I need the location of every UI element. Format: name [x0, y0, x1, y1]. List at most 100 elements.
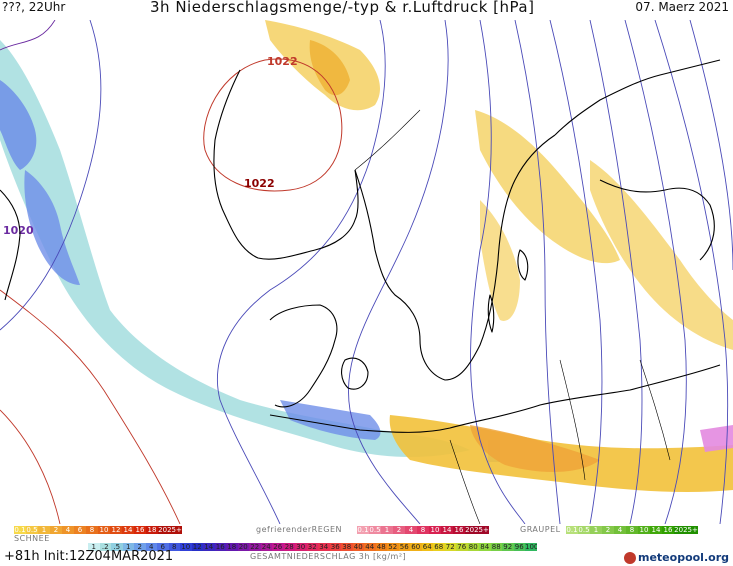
legend-cell: 1 [38, 526, 50, 534]
isobar-1020-red [0, 289, 181, 524]
isobar-1022-closed [203, 58, 343, 192]
legend-cell: 2025+ [158, 526, 182, 534]
legend-graupel-label: GRAUPEL [520, 525, 561, 534]
legend-cell: 44 [364, 543, 376, 551]
legend-cell: 4 [62, 526, 74, 534]
rain-area-sweden [475, 110, 620, 264]
legend-total-label: GESAMTNIEDERSCHLAG 3h [kg/m²] [250, 552, 407, 561]
border-line [559, 359, 586, 481]
legend-cell: 28 [283, 543, 295, 551]
legend-cell: 24 [260, 543, 272, 551]
isobar-label: 1022 [244, 177, 275, 190]
border-line [449, 439, 481, 524]
isobar-line [654, 20, 729, 524]
legend-cell: 26 [272, 543, 284, 551]
isobar-line [348, 20, 449, 524]
legend-cell: 0.5 [578, 526, 590, 534]
coastline-baltic-east [599, 179, 715, 261]
legend-cell: 0.1 [566, 526, 578, 534]
weather-map: 1022 1022 1020 [0, 20, 733, 524]
legend-cell: 16 [134, 526, 146, 534]
logo[interactable]: meteopool.org [624, 551, 729, 564]
legend-cell: 12 [191, 543, 203, 551]
legend-cell: 10 [98, 526, 110, 534]
legend-cell: 8 [626, 526, 638, 534]
legend-cell: 2 [602, 526, 614, 534]
legend-cell: .2 [99, 543, 111, 551]
legend-cell: 2 [50, 526, 62, 534]
legend-cell: 32 [306, 543, 318, 551]
coastline-sweden [354, 134, 556, 381]
borders [354, 109, 671, 524]
isobar-line [217, 20, 386, 524]
legend-cell: 2025+ [674, 526, 698, 534]
legend-cell: 1 [88, 543, 100, 551]
isobar-label: 1020 [3, 224, 34, 237]
legend-cell: 38 [341, 543, 353, 551]
legend-cell: 96 [513, 543, 525, 551]
isobar-purple-west [0, 20, 56, 51]
coastline-norway [213, 69, 359, 260]
legend-cell: 2 [134, 543, 146, 551]
legend-cell: 10 [180, 543, 192, 551]
coastline-zealand [341, 357, 369, 390]
isobar-label: 1022 [267, 55, 298, 68]
snow-area-heavy-north [0, 80, 37, 170]
legend-cell: 0.5 [369, 526, 381, 534]
legend-cell: 0.1 [14, 526, 26, 534]
header-left: ???, 22Uhr [2, 0, 66, 14]
legend-cell: 16 [662, 526, 674, 534]
legend-cell: 56 [398, 543, 410, 551]
coastline-oland [487, 294, 495, 333]
legend-cell: 64 [421, 543, 433, 551]
coastline-uk [0, 189, 21, 301]
isobar-line [549, 20, 603, 524]
legend-cell: 14 [122, 526, 134, 534]
legend-cell: 8 [417, 526, 429, 534]
legend-cell: 14 [650, 526, 662, 534]
legend-cell: 10 [429, 526, 441, 534]
legend-cell: 1 [381, 526, 393, 534]
isobar-line [0, 20, 102, 331]
legend-cell: 40 [352, 543, 364, 551]
rain-area-south-core [470, 425, 600, 472]
legend-cell: 36 [329, 543, 341, 551]
isobars [0, 20, 733, 524]
legend-cell: 10 [638, 526, 650, 534]
legend-cell: 92 [502, 543, 514, 551]
rain-area-west-sweden [480, 200, 520, 321]
map-date: 07. Maerz 2021 [635, 0, 729, 14]
legend-rain-scale: 0.1 0.5 1 2 4 6 8 10 12 14 16 18 2025+ [14, 526, 182, 534]
coastline-gulf-bothnia [554, 59, 721, 136]
legend-cell: 100 [525, 543, 537, 551]
legend-cell: 76 [456, 543, 468, 551]
legend-cell: 6 [74, 526, 86, 534]
legend-cell: 4 [405, 526, 417, 534]
coastline-gotland [517, 249, 529, 281]
logo-text: meteopool.org [638, 551, 729, 564]
snow-area-west [0, 40, 470, 457]
freezing-rain-area [700, 425, 733, 452]
legend-total-scale: 1.2.5 1 2 4 6 8 10 12 14 16 18 20 22 24 26 28 30 32 34 36 38… [88, 543, 537, 551]
legend-cell: 12 [110, 526, 122, 534]
coastlines [0, 59, 721, 433]
legend-cell: 52 [387, 543, 399, 551]
legend-cell: 8 [86, 526, 98, 534]
legend-cell: 1 [590, 526, 602, 534]
legend-cell: 22 [249, 543, 261, 551]
coastline-denmark [269, 304, 338, 408]
legend-cell: 14 [441, 526, 453, 534]
isobar-line [514, 20, 561, 524]
legend-cell: 16 [214, 543, 226, 551]
isobar-line [470, 20, 526, 524]
legend-cell: 80 [467, 543, 479, 551]
legend-graupel-scale: 0.1 0.5 1 2 4 8 10 14 16 2025+ [566, 526, 698, 534]
legend-cell: 60 [410, 543, 422, 551]
border-line [354, 109, 421, 171]
border-line [639, 359, 671, 461]
legend-cell: 18 [226, 543, 238, 551]
isobar-line [689, 20, 733, 271]
legend: 0.1 0.5 1 2 4 6 8 10 12 14 16 18 2025+ gefrierenderR… [0, 524, 733, 566]
isobar-line [589, 20, 643, 524]
legend-cell: 84 [479, 543, 491, 551]
